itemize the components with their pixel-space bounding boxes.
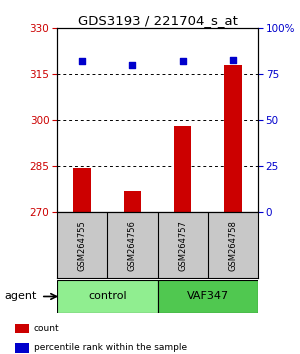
Text: GSM264758: GSM264758 xyxy=(228,220,237,270)
Point xyxy=(180,59,185,64)
Text: GSM264757: GSM264757 xyxy=(178,220,187,270)
Bar xyxy=(15,324,28,333)
Point xyxy=(80,59,85,64)
Bar xyxy=(15,343,28,353)
Text: percentile rank within the sample: percentile rank within the sample xyxy=(34,343,187,353)
Text: control: control xyxy=(88,291,127,302)
Title: GDS3193 / 221704_s_at: GDS3193 / 221704_s_at xyxy=(78,14,237,27)
Text: agent: agent xyxy=(4,291,37,302)
Bar xyxy=(224,65,242,212)
Point xyxy=(130,62,135,68)
Bar xyxy=(124,191,141,212)
Text: GSM264755: GSM264755 xyxy=(78,220,87,270)
Bar xyxy=(73,168,91,212)
Text: GSM264756: GSM264756 xyxy=(128,220,137,270)
Point xyxy=(230,57,235,62)
Bar xyxy=(57,280,158,313)
Text: count: count xyxy=(34,324,59,333)
Text: VAF347: VAF347 xyxy=(187,291,229,302)
Bar xyxy=(158,280,258,313)
Bar xyxy=(174,126,191,212)
